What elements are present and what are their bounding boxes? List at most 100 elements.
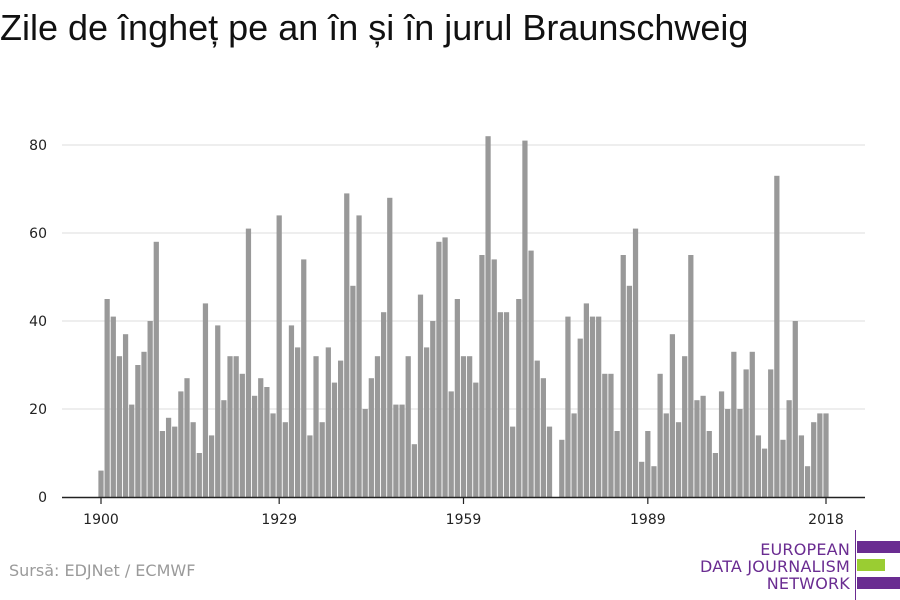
bar xyxy=(823,413,829,497)
bar xyxy=(657,373,663,497)
bar xyxy=(540,378,546,497)
bar xyxy=(442,237,448,497)
logo-bar-green xyxy=(857,559,885,571)
bar xyxy=(202,303,209,497)
bar xyxy=(393,404,399,497)
bar xyxy=(356,215,362,497)
bar xyxy=(786,400,792,497)
bar xyxy=(528,250,534,497)
bar xyxy=(712,453,719,497)
x-tick-label: 1989 xyxy=(630,512,666,528)
bar xyxy=(141,351,147,497)
bar xyxy=(718,391,725,497)
source-note: Sursă: EDJNet / ECMWF xyxy=(9,561,196,580)
bar xyxy=(331,382,338,497)
bar xyxy=(411,444,417,497)
bar xyxy=(258,378,264,497)
bar xyxy=(559,439,565,497)
bar xyxy=(436,241,442,497)
bar xyxy=(669,334,676,497)
bar xyxy=(614,431,620,497)
chart-title: Zile de îngheț pe an în și în jurul Brau… xyxy=(0,7,749,48)
bar xyxy=(368,378,374,497)
bar xyxy=(768,369,774,497)
grid-lines xyxy=(62,144,865,410)
bar xyxy=(215,325,221,497)
bar xyxy=(577,338,583,497)
bar xyxy=(706,431,712,497)
bar xyxy=(430,321,436,497)
bar xyxy=(251,395,258,497)
bar xyxy=(245,228,252,497)
bar xyxy=(639,461,645,497)
bar xyxy=(589,316,596,497)
bar xyxy=(761,448,768,497)
logo-line-1: EUROPEAN xyxy=(760,540,850,559)
x-tick-label: 1959 xyxy=(446,512,482,528)
bar xyxy=(178,391,184,497)
bar xyxy=(116,356,123,497)
bar xyxy=(454,299,460,497)
bar xyxy=(301,259,307,497)
y-tick-label: 0 xyxy=(38,490,47,506)
bar xyxy=(817,413,823,497)
bar xyxy=(602,373,608,497)
bar xyxy=(749,351,755,497)
bar xyxy=(424,347,430,497)
bar xyxy=(233,356,239,497)
bar xyxy=(675,422,682,497)
bar xyxy=(405,356,411,497)
bar xyxy=(811,422,817,497)
bar xyxy=(743,369,749,497)
bar xyxy=(485,136,491,497)
bar xyxy=(221,400,227,497)
bar xyxy=(479,255,485,497)
bar xyxy=(792,321,798,497)
bar xyxy=(129,404,135,497)
bar xyxy=(208,435,215,497)
bar xyxy=(497,312,503,497)
bar xyxy=(663,413,669,497)
edjnet-logo[interactable]: EUROPEAN DATA JOURNALISM NETWORK xyxy=(700,530,900,600)
bar xyxy=(239,373,245,497)
logo-divider xyxy=(855,530,856,600)
bar xyxy=(632,228,639,497)
bar xyxy=(294,347,301,497)
bar xyxy=(282,422,288,497)
bars xyxy=(98,136,829,498)
x-tick-label: 2018 xyxy=(808,512,844,528)
bar xyxy=(313,356,319,497)
bar xyxy=(565,316,571,497)
bar xyxy=(503,312,510,497)
frost-days-chart: 0 20 40 60 80 1900 1929 1959 1989 2018 xyxy=(29,136,865,528)
bar xyxy=(110,316,116,497)
logo-line-2: DATA JOURNALISM xyxy=(700,557,850,576)
bar xyxy=(159,431,166,497)
bar xyxy=(417,294,424,497)
bar xyxy=(270,413,276,497)
bar xyxy=(190,422,196,497)
bar xyxy=(184,378,190,497)
bar xyxy=(344,193,350,497)
bar xyxy=(725,409,731,497)
bar xyxy=(534,360,540,497)
bar xyxy=(387,197,393,498)
bar xyxy=(172,426,178,497)
bar xyxy=(804,466,811,497)
bar xyxy=(546,426,553,497)
bar xyxy=(516,299,522,497)
bar xyxy=(276,215,282,497)
x-tick-label: 1929 xyxy=(261,512,297,528)
y-tick-label: 80 xyxy=(29,138,47,154)
bar xyxy=(755,435,762,497)
bar xyxy=(694,400,700,497)
y-axis-labels: 0 20 40 60 80 xyxy=(29,138,47,506)
bar xyxy=(288,325,295,497)
bar xyxy=(165,417,172,497)
bar xyxy=(731,351,737,497)
logo-bar-purple-bottom xyxy=(857,577,900,589)
bar xyxy=(571,413,577,497)
bar xyxy=(583,303,589,497)
bar xyxy=(227,356,233,497)
bar xyxy=(596,316,602,497)
